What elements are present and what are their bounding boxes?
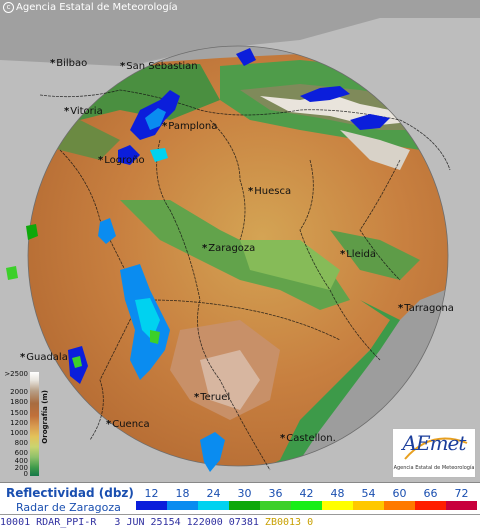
orography-tick: 1200 [10, 419, 28, 427]
orography-scale: >2500 2000 1800 1500 1200 1000 800 600 4… [2, 370, 50, 478]
legend-swatch [229, 501, 260, 510]
city-marker-icon: * [64, 106, 70, 117]
city-bilbao: *Bilbao [50, 58, 88, 69]
legend-subtitle: Radar de Zaragoza [16, 501, 121, 514]
city-marker-icon: * [20, 352, 26, 363]
orography-tick: 0 [23, 470, 28, 478]
city-huesca: *Huesca [248, 186, 292, 197]
legend-value: 42 [299, 487, 314, 500]
aemet-logo: AEmet Agencia Estatal de Meteorología [392, 428, 476, 478]
city-marker-icon: * [398, 303, 404, 314]
legend-swatch [322, 501, 353, 510]
city-marker-icon: * [194, 392, 200, 403]
legend-value: 54 [361, 487, 376, 500]
legend-swatch [167, 501, 198, 510]
legend-value: 36 [268, 487, 283, 500]
orography-tick: 1800 [10, 398, 28, 406]
orography-tick: 2000 [10, 388, 28, 396]
city-tarragona: *Tarragona [398, 303, 454, 314]
legend-swatch [198, 501, 229, 510]
copyright-icon: c [3, 2, 14, 13]
legend-swatch [384, 501, 415, 510]
city-castellon: *Castellon. [280, 433, 336, 444]
orography-tick: >2500 [4, 370, 28, 378]
city-marker-icon: * [50, 58, 56, 69]
legend-value: 24 [206, 487, 221, 500]
city-zaragoza: *Zaragoza [202, 243, 256, 254]
legend-swatch [260, 501, 291, 510]
city-cuenca: *Cuenca [106, 419, 150, 430]
orography-tick: 400 [14, 457, 28, 465]
legend-value: 48 [330, 487, 345, 500]
status-bar: 10001 RDAR_PPI-R 3 JUN 25154 122000 0738… [0, 514, 480, 531]
city-lleida: *Lleida [340, 249, 376, 260]
orography-tick: 200 [14, 464, 28, 472]
city-marker-icon: * [340, 249, 346, 260]
legend-value: 30 [237, 487, 252, 500]
orography-label: Orografía (m) [41, 390, 49, 444]
legend-colorbar: 12 18 24 30 36 42 48 54 60 66 72 [136, 483, 480, 515]
city-teruel: *Teruel [194, 392, 231, 403]
logo-subtitle: Agencia Estatal de Meteorología [393, 465, 475, 471]
legend-title: Reflectividad (dbz) [6, 486, 134, 500]
orography-tick: 1500 [10, 409, 28, 417]
legend-value: 66 [423, 487, 438, 500]
legend-value: 18 [175, 487, 190, 500]
legend-value: 60 [392, 487, 407, 500]
legend-swatch [136, 501, 167, 510]
logo-swoosh-icon [404, 437, 468, 460]
legend-swatch [353, 501, 384, 510]
orography-ticks: >2500 2000 1800 1500 1200 1000 800 600 4… [2, 370, 30, 478]
status-prefix: 1 [0, 517, 7, 528]
city-marker-icon: * [106, 419, 112, 430]
city-marker-icon: * [202, 243, 208, 254]
city-logrono: *Logroño [98, 155, 145, 166]
city-marker-icon: * [248, 186, 254, 197]
orography-tick: 600 [14, 449, 28, 457]
orography-colorbar [30, 372, 39, 476]
orography-tick: 800 [14, 439, 28, 447]
city-marker-icon: * [120, 61, 126, 72]
radar-map [0, 0, 480, 482]
legend-value: 12 [144, 487, 159, 500]
logo-text: AEmet [402, 431, 467, 455]
legend-swatch [291, 501, 322, 510]
city-pamplona: *Pamplona [162, 121, 218, 132]
city-marker-icon: * [162, 121, 168, 132]
city-san-sebastian: *San Sebastian [120, 61, 198, 72]
legend-value: 72 [454, 487, 469, 500]
copyright-notice: c Agencia Estatal de Meteorología [3, 2, 178, 14]
status-suffix: ZB0013 0 [264, 517, 314, 528]
legend-swatch [446, 501, 477, 510]
reflectivity-legend: Reflectividad (dbz) Radar de Zaragoza 12… [0, 482, 480, 515]
status-text: 0001 RDAR_PPI-R 3 JUN 25154 122000 07381 [6, 517, 265, 528]
orography-tick: 1000 [10, 429, 28, 437]
legend-swatch [415, 501, 446, 510]
city-marker-icon: * [98, 155, 104, 166]
city-vitoria: *Vitoria [64, 106, 103, 117]
city-guadalajara: *Guadala [20, 352, 68, 363]
city-marker-icon: * [280, 433, 286, 444]
